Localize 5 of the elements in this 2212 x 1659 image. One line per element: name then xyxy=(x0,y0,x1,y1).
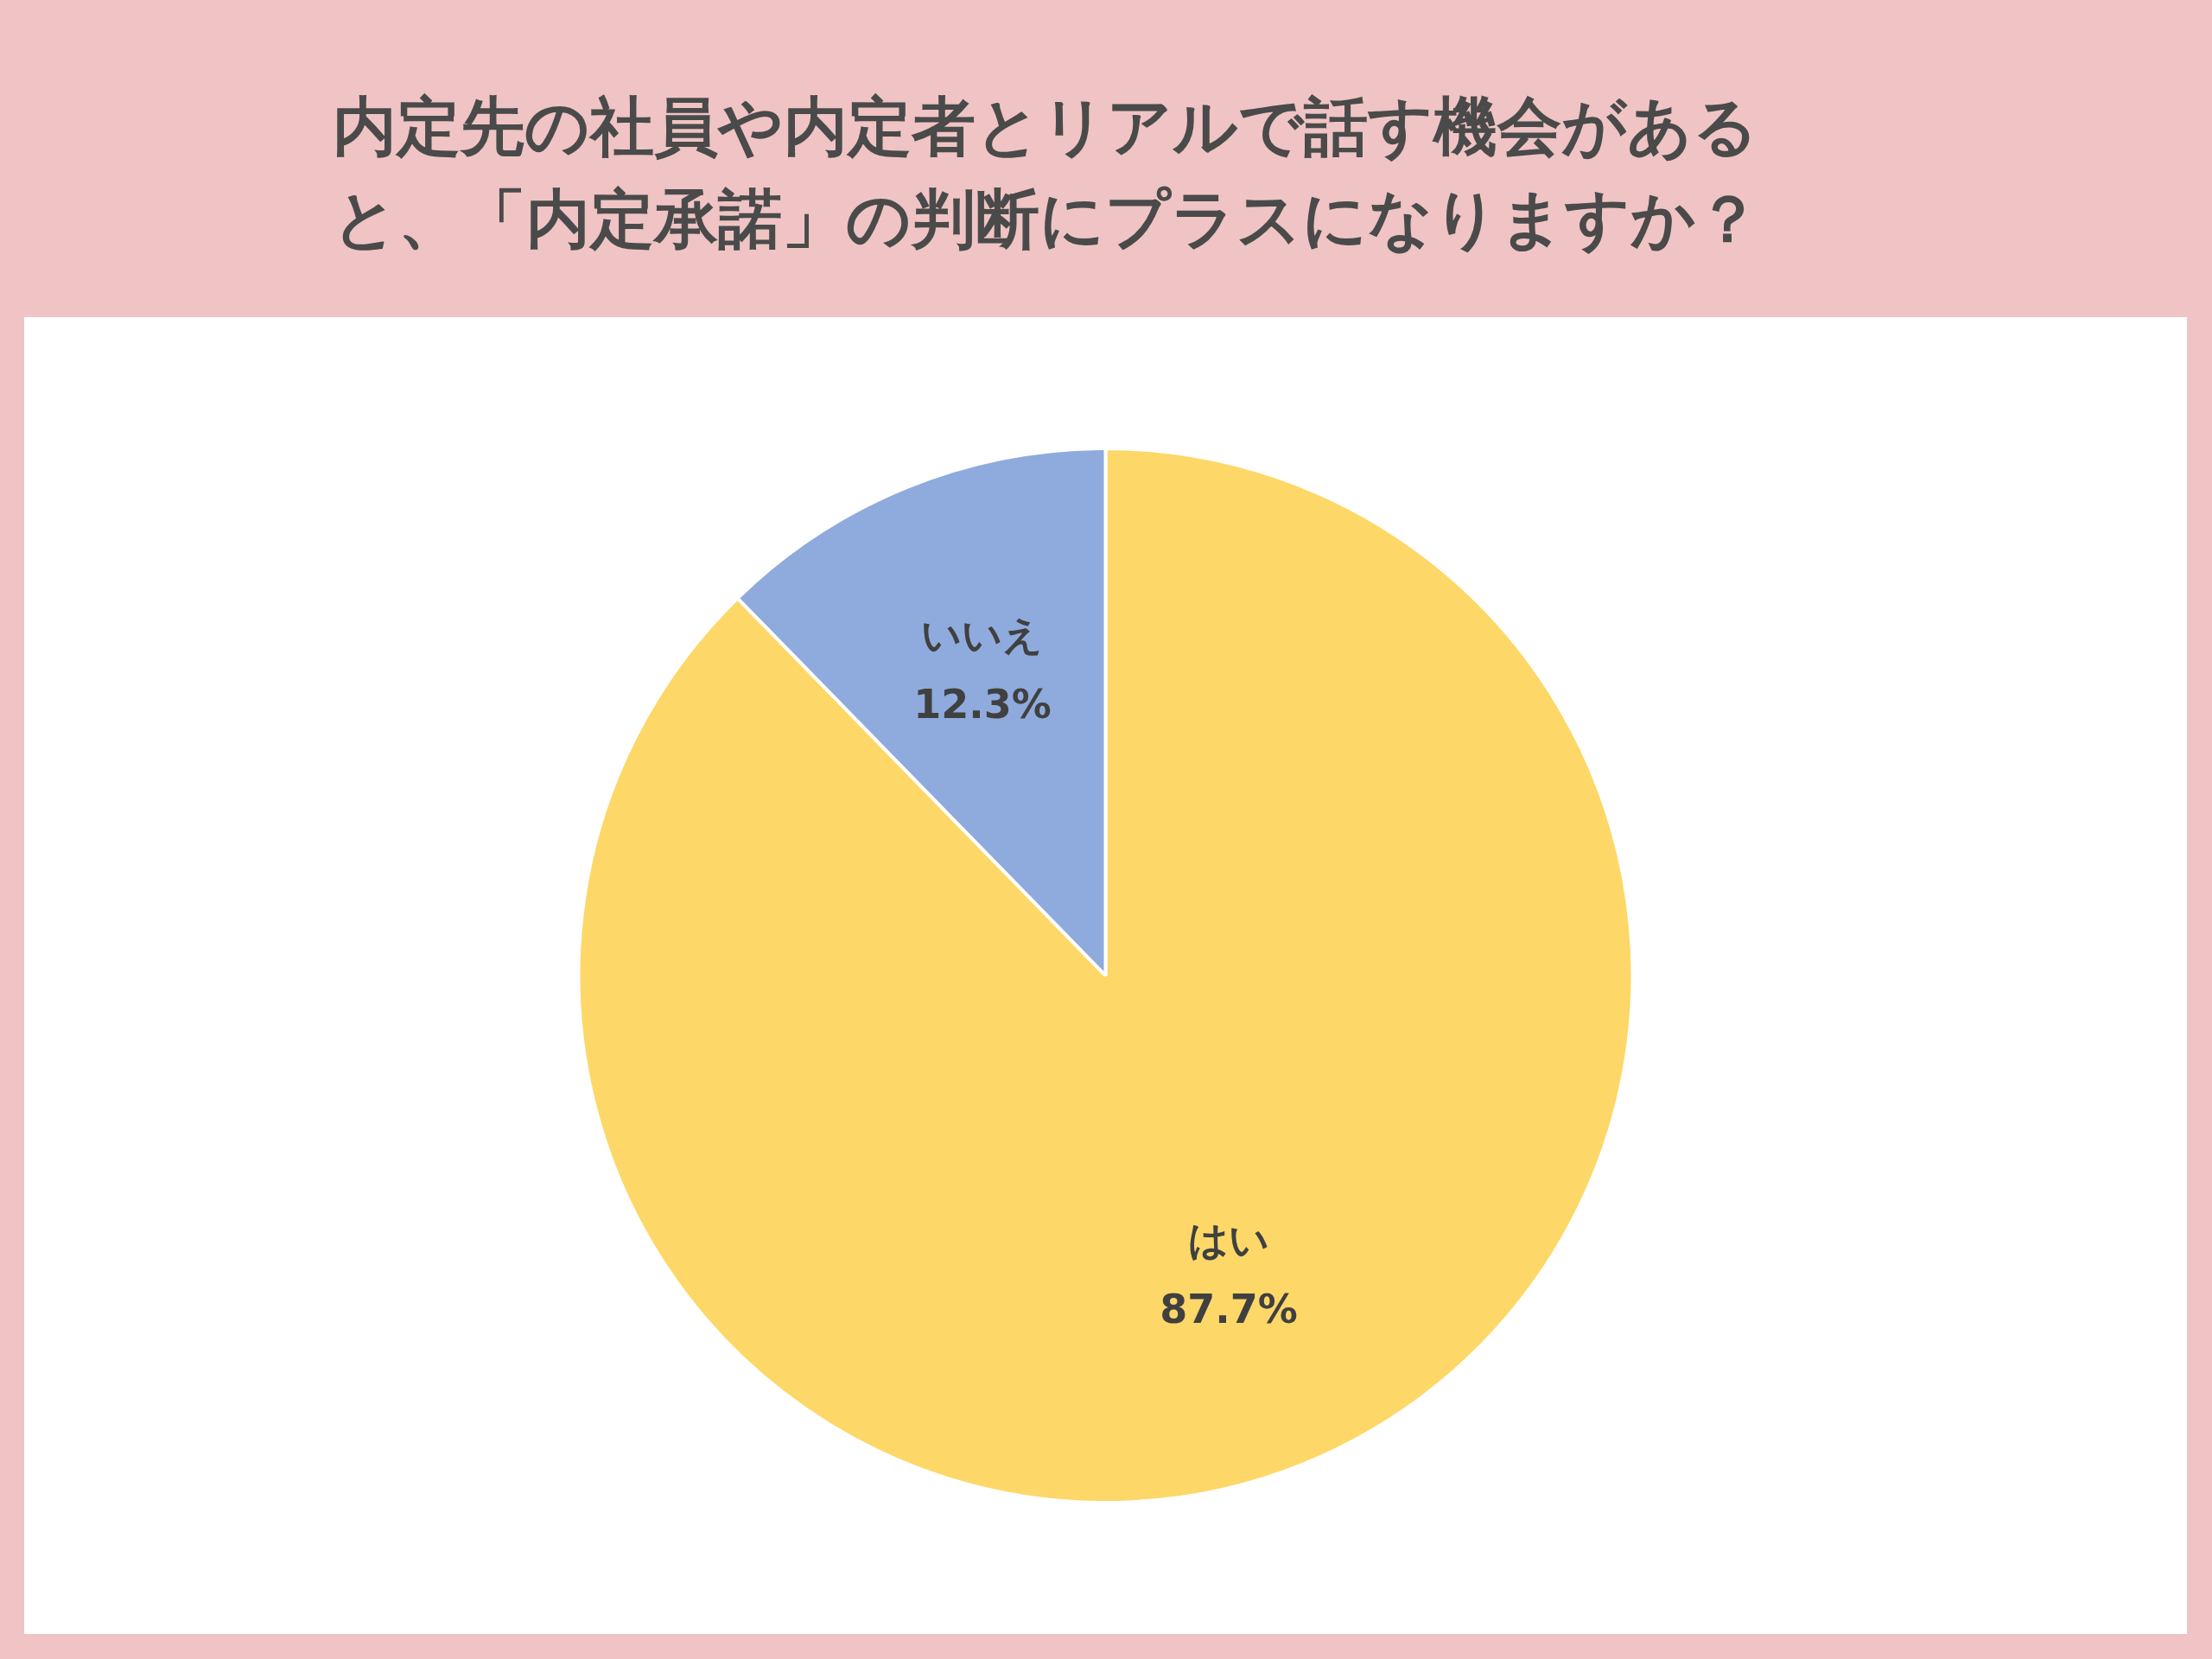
chart-title: 内定先の社員や内定者とリアルで話す機会があると、「内定承諾」の判断にプラスになりますか？ xyxy=(333,87,1761,257)
slice-label: いいえ xyxy=(921,611,1044,658)
slice-label: はい xyxy=(1188,1217,1270,1264)
data-label: 87.7% xyxy=(1160,1286,1298,1333)
data-label: 12.3% xyxy=(913,680,1052,728)
